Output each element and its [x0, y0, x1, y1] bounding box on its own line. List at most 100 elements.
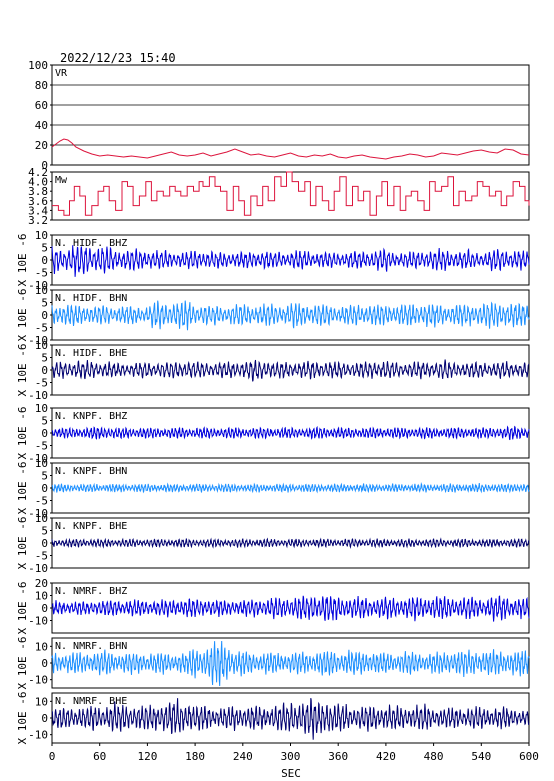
y-tick-label: 0 [41, 254, 48, 267]
y-tick-label: 0 [41, 309, 48, 322]
y-tick-label: -10 [28, 729, 48, 742]
y-axis-label: X 10E -6 [16, 234, 29, 287]
y-tick-label: 0 [41, 712, 48, 725]
y-tick-label: 40 [35, 119, 48, 132]
y-tick-label: -10 [28, 615, 48, 628]
waveform-series-line [51, 595, 530, 622]
panel-label: N. KNPF. BHZ [55, 411, 127, 422]
panel-n-nmrf-bhe: -10 0 10 N. NMRF. BHE X 10E -6 [16, 692, 530, 745]
y-tick-label: 60 [35, 99, 48, 112]
y-tick-label: 10 [35, 339, 48, 352]
y-tick-label: 0 [41, 427, 48, 440]
y-tick-label: -10 [28, 452, 48, 465]
panel-label: N. NMRF. BHZ [55, 586, 127, 597]
panel-frame [51, 637, 530, 689]
y-tick-label: 0 [41, 159, 48, 172]
chart-panels: 020406080100VR3.23.43.63.84.04.2Mw-10-50… [16, 59, 530, 745]
y-tick-label: -10 [28, 674, 48, 687]
y-tick-label: 5 [41, 297, 48, 310]
y-tick-label: 5 [41, 415, 48, 428]
x-tick-label: 360 [328, 750, 348, 763]
y-tick-label: 5 [41, 352, 48, 365]
y-tick-label: -10 [28, 507, 48, 520]
y-tick-label: 3.4 [28, 204, 48, 217]
x-tick-label: 600 [519, 750, 539, 763]
y-tick-label: 10 [35, 640, 48, 653]
y-axis-label: X 10E -6 [16, 462, 29, 515]
y-tick-label: 10 [35, 457, 48, 470]
y-tick-label: 3.6 [28, 195, 48, 208]
panel-frame [51, 64, 530, 166]
panel-vr: 0 20 40 60 80 100 VR [28, 59, 530, 172]
chart-timestamp: 2022/12/23 15:40 [60, 51, 176, 65]
y-axis-label: X 10E -6 [16, 407, 29, 460]
panel-frame [51, 344, 530, 396]
y-tick-label: 3.2 [28, 214, 48, 227]
panel-label: VR [55, 68, 68, 79]
y-axis-label: X 10E -6 [16, 289, 29, 342]
y-tick-label: -5 [35, 322, 48, 335]
y-tick-label: 5 [41, 242, 48, 255]
y-tick-label: 10 [35, 284, 48, 297]
y-tick-label: 3.8 [28, 185, 48, 198]
waveform-series-line [51, 245, 530, 277]
x-tick-label: 60 [93, 750, 106, 763]
y-tick-label: 0 [41, 364, 48, 377]
x-axis: 0 60 120 180 240 300 360 420 480 540 600 [49, 743, 539, 763]
waveform-series-line [51, 425, 530, 441]
panel-label: Mw [55, 175, 68, 186]
panel-mw: 3.23.43.63.84.04.2 Mw [28, 166, 530, 227]
x-tick-label: 420 [376, 750, 396, 763]
x-tick-label: 300 [281, 750, 301, 763]
x-tick-label: 0 [49, 750, 56, 763]
y-axis-label: X 10E -6 [16, 344, 29, 397]
x-axis-label: SEC [281, 767, 301, 780]
y-tick-label: 80 [35, 79, 48, 92]
y-tick-label: 10 [35, 512, 48, 525]
y-tick-label: 5 [41, 525, 48, 538]
panel-label: N. NMRF. BHE [55, 696, 127, 707]
y-tick-label: -10 [28, 279, 48, 292]
panel-frame [51, 517, 530, 569]
y-tick-label: -5 [35, 267, 48, 280]
y-tick-label: 20 [35, 577, 48, 590]
panel-n-nmrf-bhn: -10 0 10 N. NMRF. BHN X 10E -6 [16, 637, 530, 689]
y-tick-label: 10 [35, 402, 48, 415]
x-tick-label: 240 [233, 750, 253, 763]
y-tick-label: 10 [35, 590, 48, 603]
y-axis-label: X 10E -6 [16, 582, 29, 635]
y-tick-label: -5 [35, 440, 48, 453]
panel-label: N. NMRF. BHN [55, 641, 127, 652]
panel-label: N. KNPF. BHE [55, 521, 127, 532]
waveform-series-line [51, 300, 530, 331]
panel-frame [51, 171, 530, 221]
y-tick-label: 0 [41, 602, 48, 615]
y-axis-label: X 10E -6 [16, 517, 29, 570]
y-tick-label: 4.2 [28, 166, 48, 179]
y-axis-label: X 10E -6 [16, 692, 29, 745]
panel-label: N. HIDF. BHN [55, 293, 127, 304]
y-tick-label: 5 [41, 470, 48, 483]
waveform-series-line [51, 640, 530, 687]
y-tick-label: 0 [41, 657, 48, 670]
y-tick-label: 4.0 [28, 176, 48, 189]
y-tick-label: 0 [41, 537, 48, 550]
waveform-series-line [51, 697, 530, 740]
y-tick-label: 100 [28, 59, 48, 72]
panel-label: N. HIDF. BHZ [55, 238, 127, 249]
waveform-series-line [51, 537, 530, 550]
y-tick-label: -5 [35, 550, 48, 563]
y-tick-label: -5 [35, 377, 48, 390]
panel-label: N. KNPF. BHN [55, 466, 127, 477]
y-tick-label: 0 [41, 482, 48, 495]
y-tick-label: 10 [35, 695, 48, 708]
panel-frame [51, 407, 530, 459]
y-tick-label: 20 [35, 139, 48, 152]
